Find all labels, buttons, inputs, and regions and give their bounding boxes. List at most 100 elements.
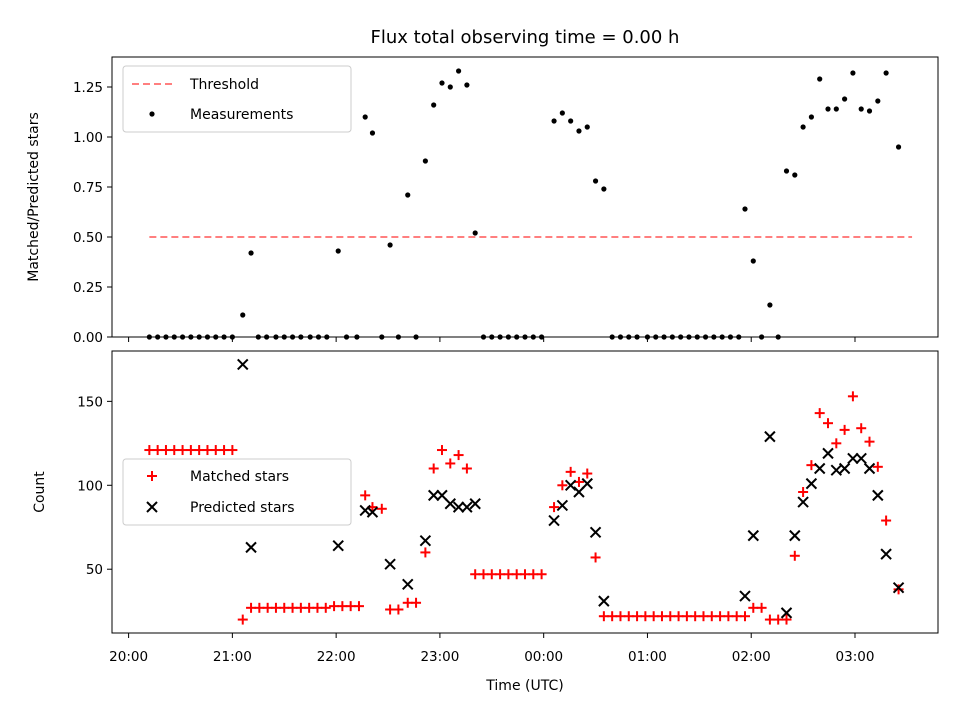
predicted-star-point — [764, 430, 776, 443]
legend-matched-swatch — [147, 471, 157, 481]
matched-star-point — [376, 503, 387, 514]
predicted-star-point — [436, 489, 448, 502]
predicted-star-point — [564, 479, 577, 491]
predicted-star-point — [245, 541, 257, 554]
measurement-point — [240, 312, 246, 318]
bottom-ytick-label: 50 — [86, 562, 103, 578]
measurement-point — [842, 96, 848, 102]
predicted-star-point — [556, 499, 569, 512]
measurement-point — [568, 118, 574, 124]
top-ytick-label: 1.00 — [73, 130, 103, 146]
matched-star-point — [856, 423, 867, 434]
matched-star-point — [411, 597, 422, 608]
bottom-xtick-label: 21:00 — [213, 649, 252, 665]
measurement-point — [750, 258, 756, 264]
matched-star-point — [864, 436, 875, 447]
matched-star-point — [320, 602, 331, 613]
measurement-point — [601, 186, 607, 192]
matched-star-point — [839, 424, 850, 435]
measurement-point — [792, 172, 798, 178]
measurement-point — [551, 118, 557, 124]
matched-star-point — [453, 450, 464, 461]
matched-star-point — [590, 552, 601, 563]
matched-star-point — [739, 611, 750, 622]
matched-star-point — [893, 584, 904, 595]
bottom-ytick-label: 150 — [77, 394, 103, 410]
bottom-xlabel: Time (UTC) — [485, 678, 563, 694]
predicted-star-point — [589, 526, 602, 538]
predicted-star-point — [789, 529, 801, 542]
predicted-star-point — [452, 501, 465, 513]
bottom-xtick-label: 01:00 — [628, 649, 667, 665]
bottom-xtick-label: 02:00 — [732, 649, 771, 665]
measurement-point — [464, 82, 470, 88]
measurement-point — [883, 70, 889, 76]
measurement-point — [817, 76, 823, 82]
matched-star-point — [806, 460, 817, 471]
bottom-xtick-label: 22:00 — [317, 649, 356, 665]
measurement-point — [850, 70, 856, 76]
predicted-star-point — [847, 452, 859, 465]
bottom-legend-box — [122, 458, 352, 526]
matched-star-point — [789, 550, 800, 561]
matched-star-point — [420, 547, 431, 558]
predicted-star-point — [872, 489, 884, 502]
measurement-point — [369, 130, 376, 136]
measurement-point — [431, 102, 437, 108]
predicted-star-point — [739, 590, 751, 602]
matched-star-point — [756, 602, 767, 613]
matched-star-point — [360, 490, 371, 501]
bottom-xtick-label: 03:00 — [836, 649, 875, 665]
measurement-point — [362, 114, 368, 120]
matched-star-point — [557, 480, 568, 491]
predicted-star-point — [780, 607, 793, 619]
top-ytick-label: 0.50 — [73, 230, 103, 246]
matched-star-point — [536, 569, 547, 580]
top-plot-frame — [111, 56, 939, 338]
matched-star-point — [549, 502, 560, 513]
top-axis-ticks: 0.00 0.25 0.50 0.75 1.00 1.25 — [73, 80, 856, 346]
predicted-star-point — [581, 477, 593, 490]
measurement-point — [335, 248, 341, 254]
measurement-point — [422, 158, 428, 164]
legend-measurements-swatch — [149, 111, 155, 117]
matched-star-point — [565, 466, 576, 477]
matched-star-point — [436, 445, 447, 456]
measurement-point — [439, 80, 445, 86]
predicted-star-point — [419, 534, 432, 547]
measurement-point — [866, 108, 873, 114]
matched-star-point — [831, 438, 842, 449]
measurement-point — [833, 106, 839, 112]
measurement-point — [592, 178, 599, 184]
top-legend: Threshold Measurements — [122, 65, 352, 133]
predicted-star-point — [880, 548, 892, 560]
measurement-point — [387, 242, 393, 248]
predicted-star-point — [332, 540, 344, 552]
matched-star-point — [353, 601, 364, 612]
predicted-star-point — [573, 486, 585, 498]
predicted-star-point — [747, 529, 759, 542]
top-ytick-label: 0.75 — [73, 180, 103, 196]
matched-star-point — [881, 515, 892, 526]
predicted-star-point — [444, 498, 456, 510]
top-legend-box — [122, 65, 352, 133]
measurement-point — [405, 192, 411, 198]
measurement-point — [808, 114, 815, 120]
matched-star-point — [798, 487, 809, 497]
bottom-data-marks — [144, 358, 905, 625]
top-panel: 0.00 0.25 0.50 0.75 1.00 1.25 Matched/Predict… — [26, 56, 939, 346]
legend-predicted-label: Predicted stars — [190, 500, 295, 516]
matched-star-point — [573, 476, 584, 487]
bottom-xtick-label: 00:00 — [524, 649, 563, 665]
top-ytick-label: 0.25 — [73, 280, 103, 296]
measurement-point — [455, 68, 462, 74]
top-ytick-label: 1.25 — [73, 80, 103, 96]
matched-star-point — [872, 461, 883, 472]
bottom-panel: 50 100 150 20:00 21:00 22:00 23:00 00:00 01:00 02… — [32, 350, 939, 694]
measurement-point — [875, 98, 881, 104]
bottom-ytick-label: 100 — [77, 478, 103, 494]
matched-star-point — [227, 445, 238, 456]
predicted-star-point — [384, 558, 396, 570]
predicted-star-point — [822, 447, 834, 460]
predicted-star-point — [797, 496, 809, 508]
